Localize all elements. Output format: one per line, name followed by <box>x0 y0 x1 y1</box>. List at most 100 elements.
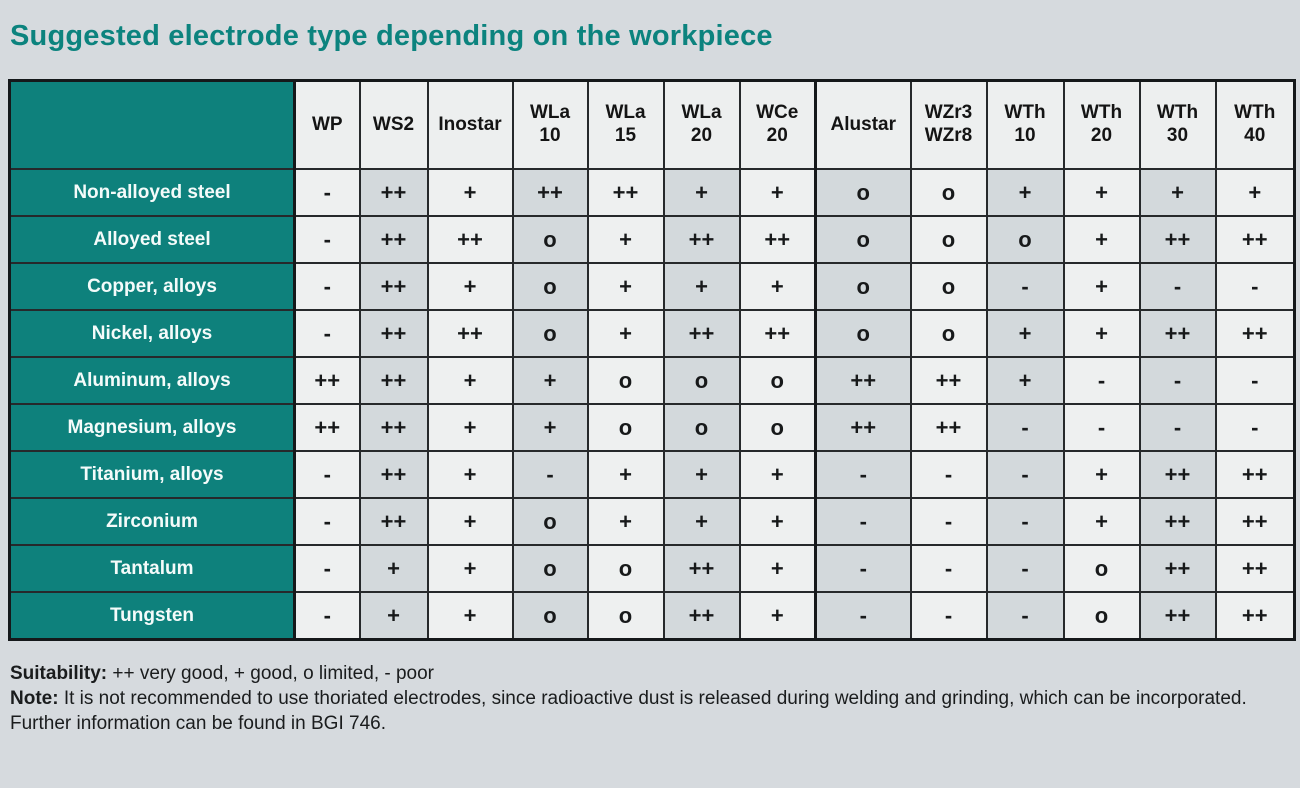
suitability-cell: - <box>293 591 361 641</box>
suitability-cell: + <box>426 403 514 452</box>
suitability-cell: ++ <box>662 544 741 593</box>
suitability-cell: + <box>985 356 1065 405</box>
suitability-cell: o <box>1062 544 1141 593</box>
suitability-cell: o <box>738 356 817 405</box>
suitability-cell: + <box>426 591 514 641</box>
table-row: Nickel, alloys - ++ ++ o + ++ ++ o o + + ++ ++ <box>8 309 1296 358</box>
suitability-cell: ++ <box>358 356 429 405</box>
table-row: Copper, alloys - ++ + o + + + o o - + - - <box>8 262 1296 311</box>
suitability-cell: - <box>1214 403 1296 452</box>
row-label: Tungsten <box>8 591 296 641</box>
suitability-cell: - <box>1214 262 1296 311</box>
suitability-cell: o <box>814 168 912 217</box>
suitability-cell: o <box>814 309 912 358</box>
suitability-cell: - <box>814 497 912 546</box>
suitability-cell: + <box>985 309 1065 358</box>
suitability-cell: ++ <box>358 168 429 217</box>
suitability-cell: + <box>1062 215 1141 264</box>
suitability-cell: - <box>293 168 361 217</box>
suitability-cell: - <box>814 591 912 641</box>
suitability-cell: ++ <box>738 309 817 358</box>
suitability-cell: + <box>358 544 429 593</box>
suitability-cell: ++ <box>1214 544 1296 593</box>
suitability-cell: + <box>426 544 514 593</box>
suitability-cell: + <box>511 356 589 405</box>
suitability-cell: o <box>511 591 589 641</box>
suitability-cell: ++ <box>358 262 429 311</box>
suitability-cell: ++ <box>358 309 429 358</box>
suitability-cell: + <box>738 450 817 499</box>
column-header-wth10: WTh 10 <box>985 79 1065 170</box>
table-row: Tantalum - + + o o ++ + - - - o ++ ++ <box>8 544 1296 593</box>
suitability-cell: - <box>985 262 1065 311</box>
page: Suggested electrode type depending on th… <box>8 20 1296 734</box>
suitability-cell: o <box>511 309 589 358</box>
suitability-cell: ++ <box>426 309 514 358</box>
suitability-cell: + <box>426 356 514 405</box>
suitability-cell: - <box>293 497 361 546</box>
suitability-cell: ++ <box>1138 215 1217 264</box>
suitability-cell: ++ <box>293 356 361 405</box>
suitability-cell: ++ <box>426 215 514 264</box>
row-label: Nickel, alloys <box>8 309 296 358</box>
suitability-cell: ++ <box>511 168 589 217</box>
suitability-cell: o <box>814 215 912 264</box>
suitability-cell: + <box>1062 262 1141 311</box>
column-header-inostar: Inostar <box>426 79 514 170</box>
suitability-cell: ++ <box>738 215 817 264</box>
suitability-cell: + <box>586 262 665 311</box>
page-title: Suggested electrode type depending on th… <box>10 20 773 52</box>
suitability-cell: - <box>985 450 1065 499</box>
suitability-cell: ++ <box>1138 497 1217 546</box>
suitability-cell: - <box>293 544 361 593</box>
table-row: Titanium, alloys - ++ + - + + + - - - + ++ ++ <box>8 450 1296 499</box>
table-row: Magnesium, alloys ++ ++ + + o o o ++ ++ - - - - <box>8 403 1296 452</box>
suitability-cell: + <box>1062 497 1141 546</box>
suitability-cell: - <box>1062 356 1141 405</box>
suitability-cell: o <box>909 262 988 311</box>
column-header-wla15: WLa 15 <box>586 79 665 170</box>
suitability-cell: - <box>814 450 912 499</box>
suitability-cell: + <box>358 591 429 641</box>
suitability-cell: ++ <box>909 356 988 405</box>
suitability-cell: - <box>293 215 361 264</box>
suitability-cell: + <box>1062 168 1141 217</box>
corner-cell <box>8 79 296 170</box>
suitability-cell: o <box>909 309 988 358</box>
suitability-cell: o <box>814 262 912 311</box>
suitability-cell: + <box>985 168 1065 217</box>
table-row: Aluminum, alloys ++ ++ + + o o o ++ ++ + - - - <box>8 356 1296 405</box>
suitability-cell: ++ <box>662 591 741 641</box>
row-label: Non-alloyed steel <box>8 168 296 217</box>
table-row: Non-alloyed steel - ++ + ++ ++ + + o o + + + + <box>8 168 1296 217</box>
suitability-cell: ++ <box>814 403 912 452</box>
suitability-cell: - <box>1138 356 1217 405</box>
suitability-cell: o <box>586 356 665 405</box>
suitability-cell: ++ <box>909 403 988 452</box>
suitability-cell: - <box>909 450 988 499</box>
suitability-cell: - <box>985 497 1065 546</box>
suitability-cell: ++ <box>662 309 741 358</box>
suitability-cell: o <box>586 403 665 452</box>
suitability-cell: o <box>662 403 741 452</box>
suitability-cell: ++ <box>1138 544 1217 593</box>
table-row: Tungsten - + + o o ++ + - - - o ++ ++ <box>8 591 1296 641</box>
suitability-cell: + <box>1062 450 1141 499</box>
suitability-label: Suitability: <box>10 663 108 684</box>
column-header-wce20: WCe 20 <box>738 79 817 170</box>
column-header-alustar: Alustar <box>814 79 912 170</box>
suitability-cell: o <box>1062 591 1141 641</box>
suitability-cell: - <box>985 403 1065 452</box>
suitability-cell: - <box>909 497 988 546</box>
column-header-wzr3-wzr8: WZr3 WZr8 <box>909 79 988 170</box>
suitability-cell: + <box>662 262 741 311</box>
column-header-ws2: WS2 <box>358 79 429 170</box>
suitability-cell: + <box>1214 168 1296 217</box>
suitability-cell: o <box>511 544 589 593</box>
suitability-cell: + <box>1062 309 1141 358</box>
suitability-cell: + <box>511 403 589 452</box>
column-header-wth40: WTh 40 <box>1214 79 1296 170</box>
note-label: Note: <box>10 688 59 710</box>
suitability-cell: - <box>293 262 361 311</box>
suitability-cell: + <box>586 497 665 546</box>
